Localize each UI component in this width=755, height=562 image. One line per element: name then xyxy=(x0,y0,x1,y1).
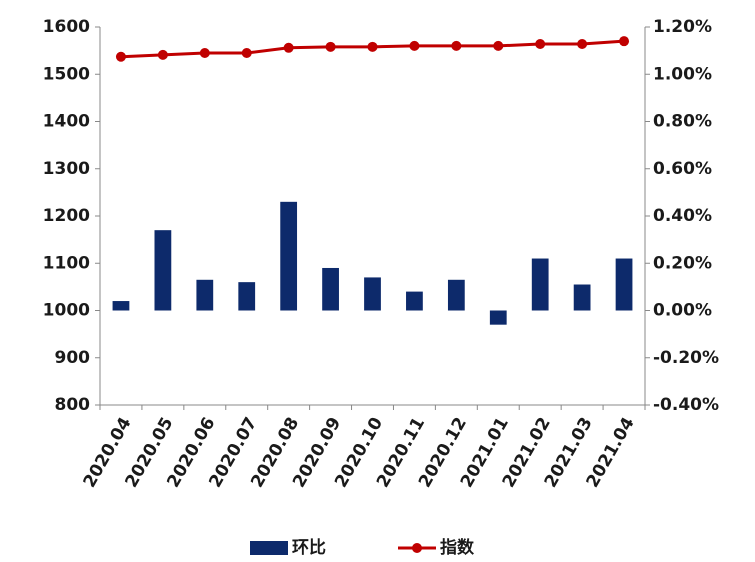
marker xyxy=(325,41,336,52)
bar xyxy=(196,279,214,311)
bar xyxy=(322,267,339,311)
y-tick-label: 1600 xyxy=(43,17,90,37)
marker xyxy=(535,39,546,50)
y2-tick-label: 1.00% xyxy=(653,64,712,84)
y2-tick-label: 0.80% xyxy=(653,112,712,132)
y-tick-label: 1500 xyxy=(43,64,90,84)
y2-tick-label: 0.60% xyxy=(653,159,712,179)
marker xyxy=(115,51,126,62)
y2-tick-label: -0.20% xyxy=(653,348,719,368)
marker xyxy=(409,40,420,51)
marker xyxy=(619,36,630,47)
y-tick-label: 1200 xyxy=(43,206,90,226)
y-tick-label: 1300 xyxy=(43,159,90,179)
y2-tick-label: 0.00% xyxy=(653,301,712,321)
y2-tick-label: 0.20% xyxy=(653,253,712,273)
bar xyxy=(364,277,381,311)
marker xyxy=(493,40,504,51)
marker xyxy=(199,47,210,58)
legend-label: 指数 xyxy=(440,537,475,558)
y-tick-label: 1100 xyxy=(43,253,90,273)
marker xyxy=(241,47,252,58)
y2-tick-label: 0.40% xyxy=(653,206,712,226)
legend-swatch xyxy=(250,541,288,555)
legend-swatch xyxy=(412,543,422,553)
marker xyxy=(157,49,168,60)
bar xyxy=(112,301,130,311)
bar xyxy=(238,282,256,311)
marker xyxy=(283,42,294,53)
y-tick-label: 1000 xyxy=(43,301,90,321)
marker xyxy=(367,41,378,52)
y2-tick-label: -0.40% xyxy=(653,395,719,415)
y-tick-label: 900 xyxy=(55,348,91,368)
y-tick-label: 1400 xyxy=(43,112,90,132)
bar xyxy=(154,230,172,311)
marker xyxy=(577,39,588,50)
bar xyxy=(406,291,423,311)
bar xyxy=(447,279,465,311)
bar xyxy=(573,284,591,311)
bar xyxy=(531,258,549,311)
legend-label: 环比 xyxy=(292,537,326,558)
marker xyxy=(451,40,462,51)
y2-tick-label: 1.20% xyxy=(653,17,712,37)
bar xyxy=(615,258,633,311)
bar xyxy=(280,201,298,311)
bar xyxy=(489,310,507,325)
y-tick-label: 800 xyxy=(55,395,91,415)
